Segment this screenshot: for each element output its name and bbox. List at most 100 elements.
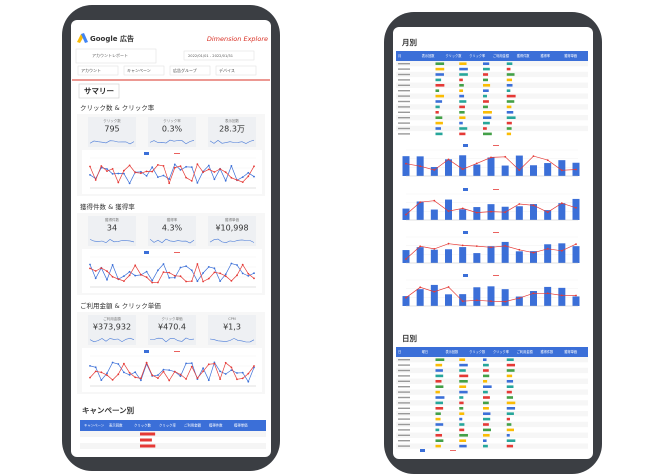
point [213, 171, 216, 173]
cell-bar [506, 67, 511, 71]
filter[interactable] [77, 65, 119, 76]
table-row [396, 416, 588, 422]
cell-bar [506, 417, 510, 421]
data-bar [140, 432, 156, 436]
bar [402, 156, 410, 176]
cell-bar [435, 116, 443, 119]
cell-bar [483, 380, 488, 383]
cell-bar [483, 363, 489, 367]
point [202, 272, 205, 274]
cell-bar [459, 78, 463, 82]
point [173, 163, 176, 166]
cell-text [398, 133, 410, 135]
legend-swatch [463, 231, 468, 234]
point [219, 378, 222, 380]
point [89, 174, 91, 176]
point [532, 292, 535, 295]
cell-text [398, 423, 410, 426]
cell-bar [435, 428, 440, 432]
table-header-label: 日 [398, 350, 401, 354]
cell-bar [483, 374, 490, 378]
point [213, 271, 216, 274]
table-header-label: 表示回数 [422, 53, 436, 58]
point [89, 376, 91, 379]
point [179, 266, 182, 269]
point [190, 269, 193, 272]
point [111, 361, 114, 364]
point [475, 162, 478, 165]
table-row [396, 421, 588, 428]
point [419, 201, 422, 204]
bar [430, 249, 438, 263]
point [224, 361, 227, 364]
table-row [396, 131, 588, 137]
bar [530, 165, 537, 176]
cell-bar [483, 78, 489, 82]
point [433, 248, 436, 250]
table-row [396, 82, 588, 88]
cell-bar [506, 89, 511, 92]
cell-text [398, 418, 410, 420]
table-row [396, 88, 588, 94]
cell-text [398, 440, 410, 442]
sparkline [89, 140, 135, 145]
bar [473, 287, 481, 306]
cell-bar [483, 434, 490, 437]
bar [544, 210, 552, 220]
point [190, 362, 193, 364]
point [236, 179, 238, 181]
bar [515, 251, 523, 263]
bar [402, 250, 410, 263]
point [196, 377, 199, 379]
point [196, 263, 199, 265]
table-header-label: 月 [398, 54, 401, 58]
point [111, 379, 114, 381]
cell-bar [483, 67, 490, 71]
kpi-value: ¥10,998 [215, 224, 248, 233]
cell-bar [459, 105, 465, 109]
account-select [75, 48, 157, 64]
filter[interactable] [169, 65, 211, 76]
point [162, 263, 165, 265]
point [185, 176, 188, 179]
cell-text [398, 359, 410, 361]
cell-bar [506, 412, 514, 415]
bar [473, 253, 481, 263]
point [447, 286, 450, 288]
point [419, 245, 422, 248]
bar [445, 249, 452, 263]
cell-bar [459, 423, 465, 426]
point [224, 171, 227, 174]
point [151, 279, 154, 282]
point [145, 361, 148, 364]
point [157, 281, 159, 284]
cell-bar [483, 385, 492, 388]
cell-bar [435, 84, 445, 87]
bar [544, 244, 552, 263]
cell-text [398, 127, 410, 130]
cell-bar [459, 132, 466, 136]
section-title: クリック数 & クリック率 [80, 103, 155, 112]
cell-text [398, 445, 410, 447]
table-header-label: 曜日 [422, 350, 428, 354]
cell-text [398, 407, 410, 409]
point [179, 275, 182, 278]
bar [416, 201, 424, 220]
table-header [396, 347, 588, 357]
filter[interactable] [123, 65, 165, 76]
point [575, 243, 577, 246]
point [123, 362, 125, 365]
kpi-label: CPM [228, 317, 236, 321]
point [151, 170, 154, 173]
bar [459, 294, 467, 306]
point [89, 263, 91, 266]
point [219, 272, 222, 275]
point [207, 379, 210, 382]
bar [402, 296, 410, 306]
table-header-label: 獲得率 [541, 53, 551, 58]
filter-label: キャンペーン [127, 67, 151, 73]
cell-bar [459, 100, 467, 103]
bar [459, 155, 467, 176]
point [518, 169, 521, 172]
filter[interactable] [215, 65, 257, 76]
